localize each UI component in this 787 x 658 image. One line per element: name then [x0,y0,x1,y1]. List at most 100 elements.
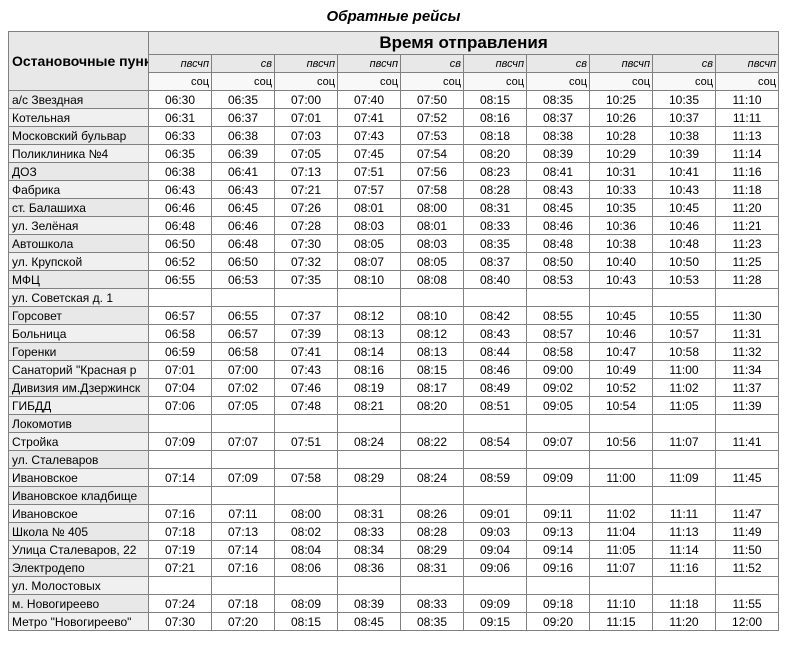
time-cell [401,487,464,505]
time-cell: 08:02 [275,523,338,541]
time-cell: 08:14 [338,343,401,361]
time-cell: 11:34 [716,361,779,379]
time-cell [590,289,653,307]
time-cell: 06:48 [149,217,212,235]
time-cell: 10:38 [590,235,653,253]
time-cell: 07:28 [275,217,338,235]
time-cell: 08:34 [338,541,401,559]
time-cell: 06:55 [212,307,275,325]
time-cell: 11:31 [716,325,779,343]
time-cell: 08:19 [338,379,401,397]
time-cell: 11:05 [653,397,716,415]
time-cell: 07:35 [275,271,338,289]
time-cell: 11:50 [716,541,779,559]
stop-name: Ивановское кладбище [9,487,149,505]
time-cell: 08:35 [401,613,464,631]
time-cell: 07:30 [275,235,338,253]
time-cell: 07:19 [149,541,212,559]
stop-name: Ивановское [9,505,149,523]
time-cell: 08:05 [338,235,401,253]
time-cell [653,289,716,307]
table-row: а/с Звездная06:3006:3507:0007:4007:5008:… [9,91,779,109]
time-cell: 08:40 [464,271,527,289]
time-cell: 07:18 [149,523,212,541]
time-cell: 10:36 [590,217,653,235]
time-cell: 08:42 [464,307,527,325]
schedule-table: Остановочные пункты Время отправления пв… [8,31,779,631]
day-label: св [401,55,464,73]
time-cell [338,577,401,595]
table-row: ул. Советская д. 1 [9,289,779,307]
time-cell: 07:02 [212,379,275,397]
stop-name: Поликлиника №4 [9,145,149,163]
time-cell: 08:57 [527,325,590,343]
soc-label: соц [275,73,338,91]
time-cell: 11:07 [653,433,716,451]
time-cell: 08:37 [527,109,590,127]
time-cell: 07:54 [401,145,464,163]
time-cell: 07:11 [212,505,275,523]
time-cell: 08:31 [338,505,401,523]
stop-name: ул. Молостовых [9,577,149,595]
time-cell: 08:29 [338,469,401,487]
time-cell: 08:10 [338,271,401,289]
stop-name: Метро "Новогиреево" [9,613,149,631]
time-cell [464,487,527,505]
time-cell: 06:35 [149,145,212,163]
time-cell [527,577,590,595]
time-cell: 10:31 [590,163,653,181]
time-cell: 08:09 [275,595,338,613]
time-cell [149,415,212,433]
time-cell: 11:16 [716,163,779,181]
time-cell: 10:46 [590,325,653,343]
time-cell [653,451,716,469]
time-cell: 11:39 [716,397,779,415]
time-cell: 08:43 [464,325,527,343]
time-cell: 11:37 [716,379,779,397]
time-cell: 10:33 [590,181,653,199]
day-label: св [653,55,716,73]
soc-label: соц [464,73,527,91]
stop-name: Котельная [9,109,149,127]
table-row: ул. Крупской06:5206:5007:3208:0708:0508:… [9,253,779,271]
time-cell: 11:00 [653,361,716,379]
time-cell: 07:43 [275,361,338,379]
time-cell: 11:07 [590,559,653,577]
time-cell: 08:20 [464,145,527,163]
time-cell: 06:53 [212,271,275,289]
time-cell: 08:01 [338,199,401,217]
time-cell: 09:11 [527,505,590,523]
time-cell: 07:00 [275,91,338,109]
time-cell: 07:05 [212,397,275,415]
time-cell: 11:13 [716,127,779,145]
time-cell: 10:35 [653,91,716,109]
time-cell: 11:52 [716,559,779,577]
time-cell [338,415,401,433]
time-cell: 08:43 [527,181,590,199]
time-cell: 06:46 [149,199,212,217]
time-cell: 06:55 [149,271,212,289]
time-cell: 11:28 [716,271,779,289]
time-cell: 08:15 [401,361,464,379]
time-cell: 08:01 [401,217,464,235]
time-cell: 08:24 [338,433,401,451]
time-cell: 07:13 [275,163,338,181]
time-cell: 11:14 [716,145,779,163]
time-cell: 11:10 [716,91,779,109]
time-cell: 08:24 [401,469,464,487]
time-cell: 08:22 [401,433,464,451]
time-cell: 08:06 [275,559,338,577]
time-cell: 10:29 [590,145,653,163]
time-cell: 07:45 [338,145,401,163]
time-cell: 07:16 [212,559,275,577]
time-cell: 10:26 [590,109,653,127]
time-cell [464,289,527,307]
time-cell: 10:50 [653,253,716,271]
stop-name: а/с Звездная [9,91,149,109]
time-cell [275,487,338,505]
time-cell: 10:54 [590,397,653,415]
time-cell [212,415,275,433]
time-cell [527,451,590,469]
time-cell: 08:10 [401,307,464,325]
time-cell: 06:38 [212,127,275,145]
